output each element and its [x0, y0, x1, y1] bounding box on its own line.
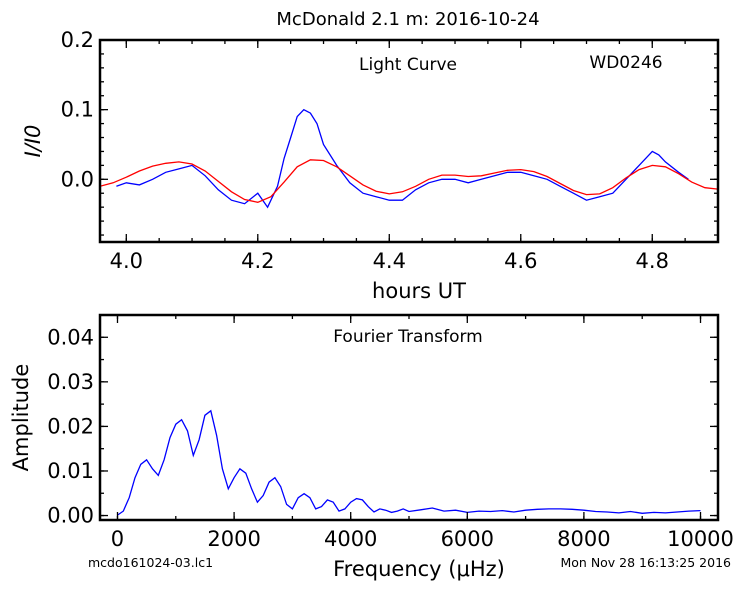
series-line-0 — [117, 409, 701, 516]
y-tick-label: 0.2 — [61, 28, 94, 52]
plot-frame — [98, 313, 720, 522]
x-tick-label: 4.8 — [636, 249, 669, 273]
x-tick-label: 4.2 — [241, 249, 274, 273]
y-tick-label: 0.00 — [47, 504, 94, 528]
x-tick-label: 8000 — [557, 527, 610, 551]
x-tick-label: 2000 — [207, 527, 260, 551]
chart-title: Fourier Transform — [333, 327, 482, 347]
y-tick-label: 0.03 — [47, 370, 94, 394]
x-tick-label: 4.4 — [373, 249, 406, 273]
y-axis-label: Amplitude — [9, 364, 33, 472]
x-tick-label: 6000 — [441, 527, 494, 551]
series-line-1 — [100, 159, 718, 203]
x-axis-label: Frequency (μHz) — [333, 557, 505, 581]
plot-frame — [98, 38, 720, 244]
star-name-label: WD0246 — [589, 53, 662, 73]
x-tick-label: 10000 — [667, 527, 734, 551]
y-axis-label: I/I0 — [21, 125, 45, 158]
figure-title: McDonald 2.1 m: 2016-10-24 — [276, 9, 539, 30]
light-curve-chart: 4.0 4.2 4.4 4.6 4.8 0.0 0.1 0.2 Light Curve WD024… — [21, 28, 720, 303]
y-tick-label: 0.02 — [47, 414, 94, 438]
x-axis-label: hours UT — [372, 279, 466, 303]
chart-title: Light Curve — [359, 55, 457, 75]
x-tick-label: 4.0 — [110, 249, 143, 273]
series-line-0 — [116, 108, 689, 209]
fourier-transform-chart: 0 2000 4000 6000 8000 10000 0.00 0.01 0.02 0.03 0.… — [9, 313, 734, 581]
x-tick-label: 4000 — [324, 527, 377, 551]
y-tick-label: 0.01 — [47, 459, 94, 483]
footer-filename: mcdo161024-03.lc1 — [88, 555, 213, 570]
footer-timestamp: Mon Nov 28 16:13:25 2016 — [560, 555, 731, 570]
x-tick-label: 4.6 — [504, 249, 537, 273]
y-tick-label: 0.04 — [47, 325, 94, 349]
y-tick-label: 0.0 — [61, 167, 94, 191]
x-tick-label: 0 — [111, 527, 124, 551]
y-tick-label: 0.1 — [61, 98, 94, 122]
